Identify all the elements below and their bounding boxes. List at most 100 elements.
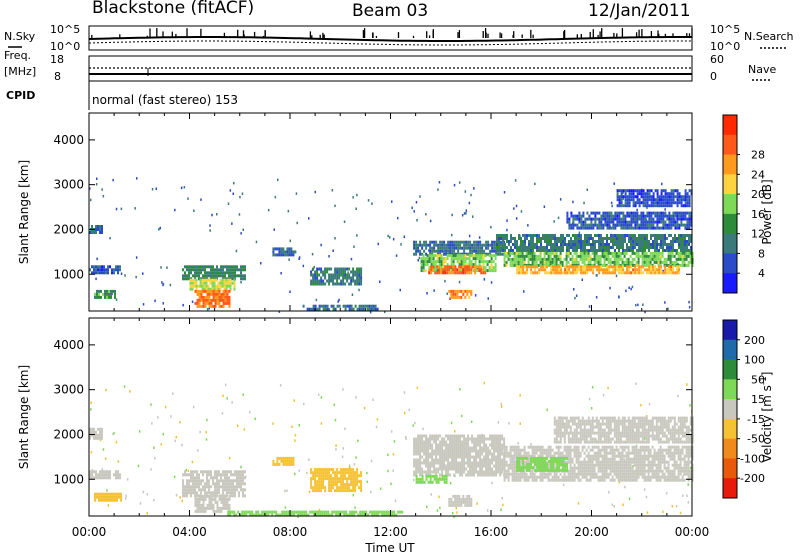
power-cell [664, 204, 667, 208]
power-colorbar-swatch [723, 134, 737, 156]
power-cell [642, 201, 645, 205]
power-cell [685, 257, 688, 261]
power-cell [493, 249, 496, 253]
velocity-cell [232, 482, 234, 486]
power-cell [580, 223, 583, 227]
velocity-cell [449, 449, 452, 453]
power-cell [488, 266, 491, 270]
power-cell [336, 270, 339, 274]
velocity-cell [103, 476, 105, 480]
power-cell [466, 268, 469, 272]
power-cell [640, 211, 643, 215]
power-cell [688, 220, 691, 224]
power-cell [338, 273, 341, 277]
power-cell [585, 251, 588, 255]
velocity-cell [473, 470, 476, 474]
power-cell [580, 243, 582, 246]
velocity-cell [445, 434, 448, 438]
velocity-cell [238, 485, 240, 489]
power-cell [519, 254, 522, 258]
velocity-cell [452, 494, 455, 498]
velocity-cell [314, 468, 317, 472]
power-cell [314, 270, 317, 274]
power-cell [532, 240, 534, 243]
velocity-cell [686, 494, 688, 497]
velocity-cell [320, 486, 323, 490]
power-cell [208, 307, 210, 310]
power-cell [111, 292, 113, 296]
power-cell [662, 211, 665, 215]
power-cell [98, 292, 100, 296]
power-cell [452, 295, 455, 299]
power-cell [682, 234, 684, 237]
velocity-cell [421, 443, 424, 447]
power-cell [462, 271, 465, 275]
power-cell [535, 254, 538, 258]
velocity-cell [234, 494, 236, 498]
power-cell [452, 265, 455, 269]
velocity-cell [350, 471, 353, 475]
power-cell [608, 268, 611, 272]
power-cell [610, 201, 613, 205]
power-cell [489, 249, 492, 253]
power-cell [142, 303, 145, 306]
velocity-cell [305, 513, 308, 517]
velocity-cell [106, 495, 108, 499]
power-cell [560, 249, 562, 252]
power-cell [456, 268, 459, 272]
velocity-cell [348, 489, 351, 493]
power-cell [620, 204, 623, 208]
power-cell [684, 189, 687, 193]
velocity-cell [328, 489, 331, 493]
power-cell [320, 282, 323, 286]
velocity-cell [216, 488, 218, 492]
power-cell [573, 251, 576, 255]
power-cell [554, 243, 556, 246]
power-cell [684, 223, 687, 227]
power-cell [316, 282, 319, 286]
power-cell [606, 265, 609, 269]
velocity-cell [312, 477, 315, 481]
velocity-cell [224, 476, 226, 480]
power-cell [606, 249, 608, 252]
velocity-cell [352, 489, 355, 493]
power-cell [240, 274, 242, 278]
power-cell [672, 211, 675, 215]
power-cell [572, 220, 575, 224]
velocity-cell [290, 459, 293, 463]
power-cell [110, 289, 112, 293]
power-cell [106, 289, 108, 293]
velocity-cell [332, 486, 335, 490]
power-cell [631, 263, 634, 267]
power-cell [472, 269, 475, 273]
velocity-cell [503, 448, 506, 452]
power-cell [432, 268, 435, 272]
velocity-cell [206, 476, 208, 480]
power-cell [503, 251, 506, 255]
power-cell [470, 289, 473, 293]
power-cell [688, 217, 691, 221]
power-cell [666, 223, 669, 227]
velocity-cell [322, 477, 325, 481]
power-cell [311, 252, 314, 256]
power-cell [492, 260, 495, 264]
power-cell [96, 289, 98, 293]
velocity-cell [99, 436, 101, 440]
velocity-cell [200, 506, 203, 510]
velocity-cell [231, 510, 234, 514]
power-cell [688, 204, 691, 208]
velocity-cell [338, 477, 341, 481]
velocity-cell [689, 466, 692, 470]
power-cell [688, 223, 691, 227]
power-cell [617, 254, 620, 258]
power-cell [370, 307, 373, 311]
power-cell [570, 271, 573, 275]
power-cell [417, 249, 420, 253]
velocity-cell [551, 448, 554, 452]
power-cell [670, 240, 672, 243]
power-cell [520, 246, 522, 249]
power-cell [618, 240, 620, 243]
velocity-cell [204, 470, 206, 474]
velocity-cell [487, 467, 490, 471]
